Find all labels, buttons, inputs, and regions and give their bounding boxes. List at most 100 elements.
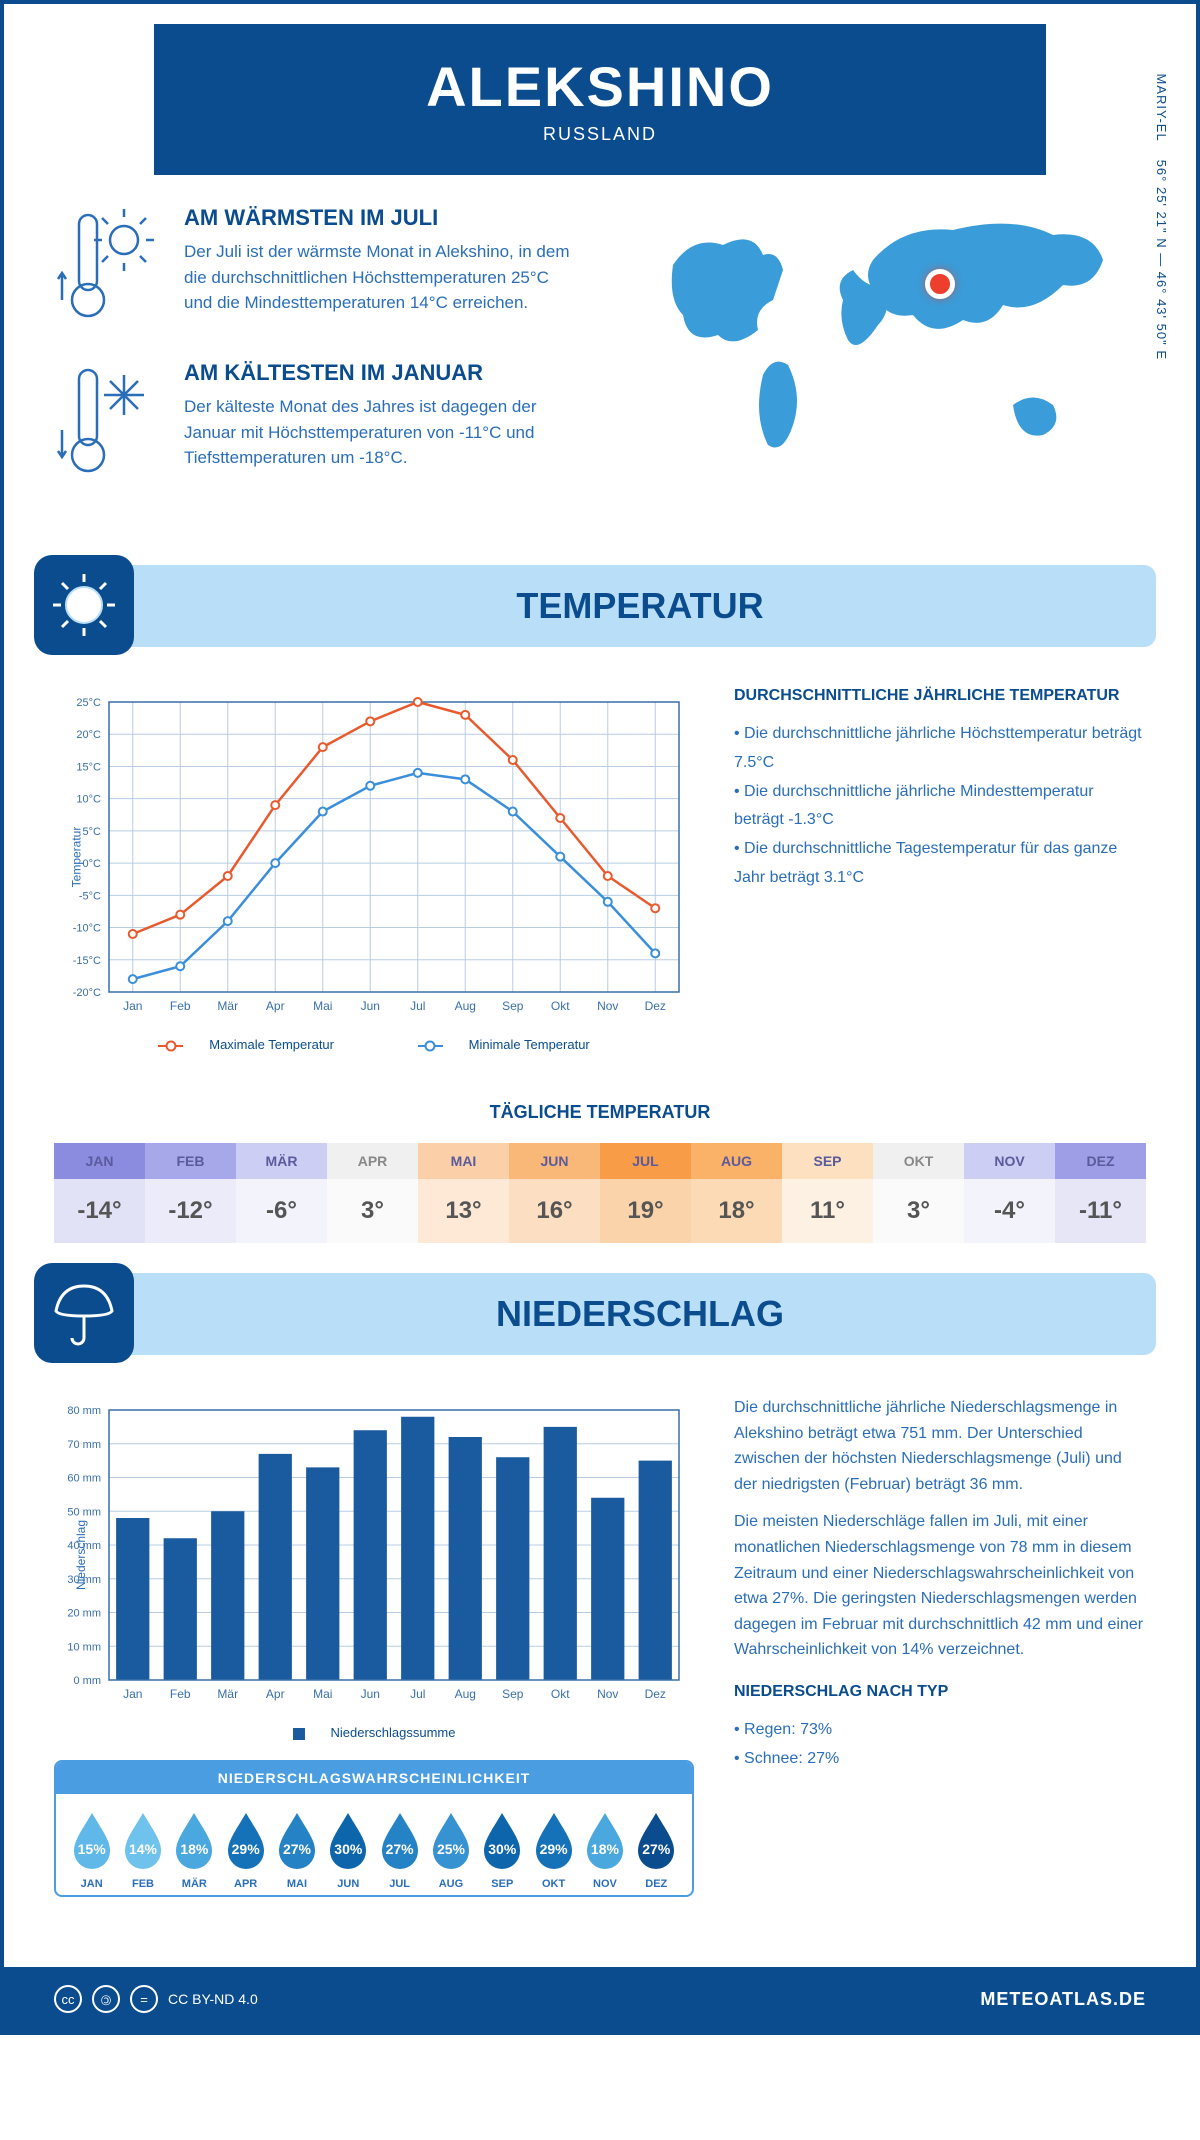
daily-temp-heading: TÄGLICHE TEMPERATUR [4, 1102, 1196, 1123]
svg-text:Mai: Mai [313, 1687, 332, 1701]
coldest-fact: AM KÄLTESTEN IM JANUAR Der kälteste Mona… [54, 360, 580, 485]
precip-text-1: Die durchschnittliche jährliche Niedersc… [734, 1395, 1146, 1497]
precipitation-title: NIEDERSCHLAG [144, 1293, 1136, 1335]
temperature-chart: Temperatur -20°C-15°C-10°C-5°C0°C5°C10°C… [54, 687, 694, 1027]
probability-drop: 29%APR [221, 1809, 271, 1890]
month-cell: JUN16° [509, 1143, 600, 1243]
month-cell: JAN-14° [54, 1143, 145, 1243]
month-cell: MAI13° [418, 1143, 509, 1243]
month-cell: NOV-4° [964, 1143, 1055, 1243]
annual-temp-heading: DURCHSCHNITTLICHE JÄHRLICHE TEMPERATUR [734, 687, 1146, 705]
warmest-text: Der Juli ist der wärmste Monat in Aleksh… [184, 239, 580, 316]
header: ALEKSHINO RUSSLAND [154, 24, 1046, 175]
thermometer-hot-icon [54, 205, 164, 330]
month-cell: JUL19° [600, 1143, 691, 1243]
svg-text:70 mm: 70 mm [67, 1439, 101, 1451]
svg-text:80 mm: 80 mm [67, 1405, 101, 1417]
probability-drop: 18%NOV [580, 1809, 630, 1890]
month-cell: FEB-12° [145, 1143, 236, 1243]
temperature-section-header: TEMPERATUR [44, 565, 1156, 647]
country-subtitle: RUSSLAND [174, 124, 1026, 145]
probability-drop: 29%OKT [529, 1809, 579, 1890]
umbrella-icon [34, 1263, 134, 1363]
sun-icon [34, 555, 134, 655]
svg-text:Sep: Sep [502, 999, 524, 1013]
daily-temperature-strip: JAN-14°FEB-12°MÄR-6°APR3°MAI13°JUN16°JUL… [54, 1143, 1146, 1243]
svg-text:20 mm: 20 mm [67, 1608, 101, 1620]
svg-text:-20°C: -20°C [73, 987, 101, 999]
svg-text:Mai: Mai [313, 999, 332, 1013]
svg-text:Aug: Aug [455, 1687, 476, 1701]
probability-drop: 30%JUN [323, 1809, 373, 1890]
svg-text:5°C: 5°C [83, 826, 102, 838]
site-name: METEOATLAS.DE [980, 1989, 1146, 2010]
probability-drop: 27%DEZ [631, 1809, 681, 1890]
probability-drop: 27%JUL [375, 1809, 425, 1890]
by-icon: 🄯 [92, 1985, 120, 2013]
precipitation-probability-box: NIEDERSCHLAGSWAHRSCHEINLICHKEIT 15%JAN14… [54, 1760, 694, 1897]
svg-text:-5°C: -5°C [79, 890, 101, 902]
svg-text:Jun: Jun [361, 999, 380, 1013]
svg-text:Jun: Jun [361, 1687, 380, 1701]
svg-text:Jul: Jul [410, 999, 425, 1013]
license-text: CC BY-ND 4.0 [168, 1991, 258, 2007]
svg-text:Mär: Mär [217, 1687, 238, 1701]
svg-text:Apr: Apr [266, 999, 285, 1013]
svg-text:20°C: 20°C [76, 729, 101, 741]
chart-legend: Maximale Temperatur Minimale Temperatur [54, 1037, 694, 1052]
svg-text:Jan: Jan [123, 999, 142, 1013]
precip-type-item: Regen: 73% [734, 1716, 1146, 1745]
cc-icon: cc [54, 1985, 82, 2013]
month-cell: OKT3° [873, 1143, 964, 1243]
temperature-title: TEMPERATUR [144, 585, 1136, 627]
svg-text:-10°C: -10°C [73, 923, 101, 935]
month-cell: APR3° [327, 1143, 418, 1243]
precip-type-heading: NIEDERSCHLAG NACH TYP [734, 1683, 1146, 1701]
svg-text:25°C: 25°C [76, 697, 101, 709]
world-map [620, 205, 1146, 485]
month-cell: AUG18° [691, 1143, 782, 1243]
svg-text:Mär: Mär [217, 999, 238, 1013]
svg-text:Jan: Jan [123, 1687, 142, 1701]
thermometer-cold-icon [54, 360, 164, 485]
svg-text:0 mm: 0 mm [74, 1675, 102, 1687]
month-cell: DEZ-11° [1055, 1143, 1146, 1243]
svg-text:-15°C: -15°C [73, 955, 101, 967]
chart-y-label: Niederschlag [74, 1520, 88, 1590]
svg-text:15°C: 15°C [76, 761, 101, 773]
precipitation-chart: Niederschlag 0 mm10 mm20 mm30 mm40 mm50 … [54, 1395, 694, 1715]
svg-text:Aug: Aug [455, 999, 476, 1013]
svg-text:Dez: Dez [645, 999, 666, 1013]
precip-type-item: Schnee: 27% [734, 1745, 1146, 1774]
annual-temp-item: Die durchschnittliche Tagestemperatur fü… [734, 835, 1146, 893]
svg-text:Jul: Jul [410, 1687, 425, 1701]
svg-text:Feb: Feb [170, 1687, 191, 1701]
chart-legend: Niederschlagssumme [54, 1725, 694, 1740]
svg-text:Feb: Feb [170, 999, 191, 1013]
svg-text:0°C: 0°C [83, 858, 102, 870]
precipitation-section-header: NIEDERSCHLAG [44, 1273, 1156, 1355]
annual-temp-list: Die durchschnittliche jährliche Höchstte… [734, 720, 1146, 893]
month-cell: SEP11° [782, 1143, 873, 1243]
svg-text:Okt: Okt [551, 999, 570, 1013]
probability-drop: 15%JAN [67, 1809, 117, 1890]
svg-text:Okt: Okt [551, 1687, 570, 1701]
chart-y-label: Temperatur [69, 827, 83, 888]
probability-drop: 14%FEB [118, 1809, 168, 1890]
precip-type-list: Regen: 73%Schnee: 27% [734, 1716, 1146, 1774]
coordinates: MARIY-EL 56° 25' 21" N — 46° 43' 50" E [1154, 74, 1169, 361]
coldest-title: AM KÄLTESTEN IM JANUAR [184, 360, 580, 386]
prob-heading: NIEDERSCHLAGSWAHRSCHEINLICHKEIT [56, 1762, 692, 1794]
svg-text:10 mm: 10 mm [67, 1641, 101, 1653]
month-cell: MÄR-6° [236, 1143, 327, 1243]
footer: cc 🄯 = CC BY-ND 4.0 METEOATLAS.DE [4, 1967, 1196, 2031]
svg-text:Nov: Nov [597, 999, 618, 1013]
annual-temp-item: Die durchschnittliche jährliche Mindestt… [734, 778, 1146, 836]
svg-text:Apr: Apr [266, 1687, 285, 1701]
warmest-title: AM WÄRMSTEN IM JULI [184, 205, 580, 231]
probability-drop: 25%AUG [426, 1809, 476, 1890]
probability-drop: 18%MÄR [169, 1809, 219, 1890]
nd-icon: = [130, 1985, 158, 2013]
svg-text:Sep: Sep [502, 1687, 524, 1701]
precip-text-2: Die meisten Niederschläge fallen im Juli… [734, 1509, 1146, 1663]
